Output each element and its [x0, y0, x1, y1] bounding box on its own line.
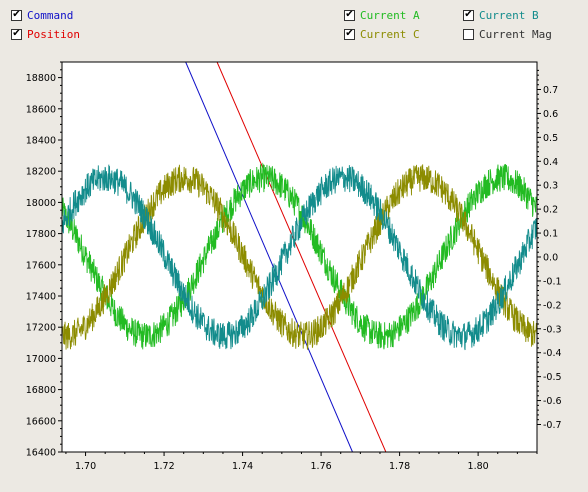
left-tick-label: 17000 [26, 354, 56, 365]
legend-label-current-a: Current A [360, 8, 420, 22]
bottom-tick-label: 1.70 [75, 461, 96, 472]
legend-item-position[interactable]: ✔ Position [11, 27, 80, 41]
left-tick-label: 18000 [26, 198, 56, 209]
bottom-tick-label: 1.72 [153, 461, 174, 472]
legend-label-current-c: Current C [360, 27, 420, 41]
series-position [216, 62, 387, 452]
right-tick-label: -0.1 [543, 276, 562, 287]
left-tick-label: 18600 [26, 104, 56, 115]
right-tick-label: 0.1 [543, 229, 558, 240]
legend-item-current-a[interactable]: ✔ Current A [344, 8, 420, 22]
left-tick-label: 18200 [26, 167, 56, 178]
legend-item-current-b[interactable]: ✔ Current B [463, 8, 539, 22]
left-tick-label: 17200 [26, 323, 56, 334]
right-tick-label: -0.4 [543, 348, 562, 359]
command-checkbox[interactable]: ✔ [11, 9, 22, 21]
series-current-c [62, 164, 537, 350]
left-tick-label: 16800 [26, 385, 56, 396]
right-tick-label: 0.3 [543, 181, 558, 192]
left-tick-label: 16400 [26, 448, 56, 459]
left-tick-label: 17400 [26, 292, 56, 303]
right-tick-label: 0.0 [543, 253, 558, 264]
right-tick-label: -0.7 [543, 420, 562, 431]
right-tick-label: -0.3 [543, 324, 562, 335]
bottom-axis: 1.70 1.72 1.74 1.76 1.78 1.80 [65, 452, 538, 472]
legend-label-position: Position [27, 27, 80, 41]
bottom-tick-label: 1.74 [232, 461, 253, 472]
right-tick-label: 0.2 [543, 205, 558, 216]
bottom-tick-label: 1.78 [389, 461, 410, 472]
current-b-checkbox[interactable]: ✔ [463, 9, 474, 21]
right-tick-label: 0.5 [543, 133, 558, 144]
bottom-tick-label: 1.76 [311, 461, 332, 472]
current-a-checkbox[interactable]: ✔ [344, 9, 355, 21]
current-c-checkbox[interactable]: ✔ [344, 28, 355, 40]
right-tick-label: 0.7 [543, 85, 558, 96]
current-mag-checkbox[interactable] [463, 28, 474, 40]
series-command [185, 62, 353, 452]
right-tick-label: -0.5 [543, 372, 562, 383]
right-tick-label: -0.2 [543, 300, 562, 311]
series-current-b [62, 164, 537, 351]
left-tick-label: 18800 [26, 73, 56, 84]
left-tick-label: 16600 [26, 416, 56, 427]
right-tick-label: 0.6 [543, 109, 558, 120]
left-tick-label: 17600 [26, 260, 56, 271]
left-tick-label: 17800 [26, 229, 56, 240]
right-tick-label: -0.6 [543, 396, 562, 407]
legend-label-current-mag: Current Mag [479, 27, 552, 41]
right-tick-label: 0.4 [543, 157, 558, 168]
left-tick-label: 18400 [26, 136, 56, 147]
legend-item-command[interactable]: ✔ Command [11, 8, 73, 22]
series-layer [62, 62, 537, 452]
legend-item-current-mag[interactable]: Current Mag [463, 27, 552, 41]
plot-area [62, 62, 537, 452]
bottom-tick-label: 1.80 [468, 461, 489, 472]
legend-label-current-b: Current B [479, 8, 539, 22]
legend-label-command: Command [27, 8, 74, 22]
position-checkbox[interactable]: ✔ [11, 28, 22, 40]
legend-item-current-c[interactable]: ✔ Current C [344, 27, 420, 41]
right-axis: -0.7 -0.6 -0.5 -0.4 -0.3 -0.2 -0.1 0.0 0.1 0.2 0.3… [537, 69, 562, 431]
left-axis: 16400 16600 16800 17000 17200 17400 17600 17800… [26, 61, 62, 459]
